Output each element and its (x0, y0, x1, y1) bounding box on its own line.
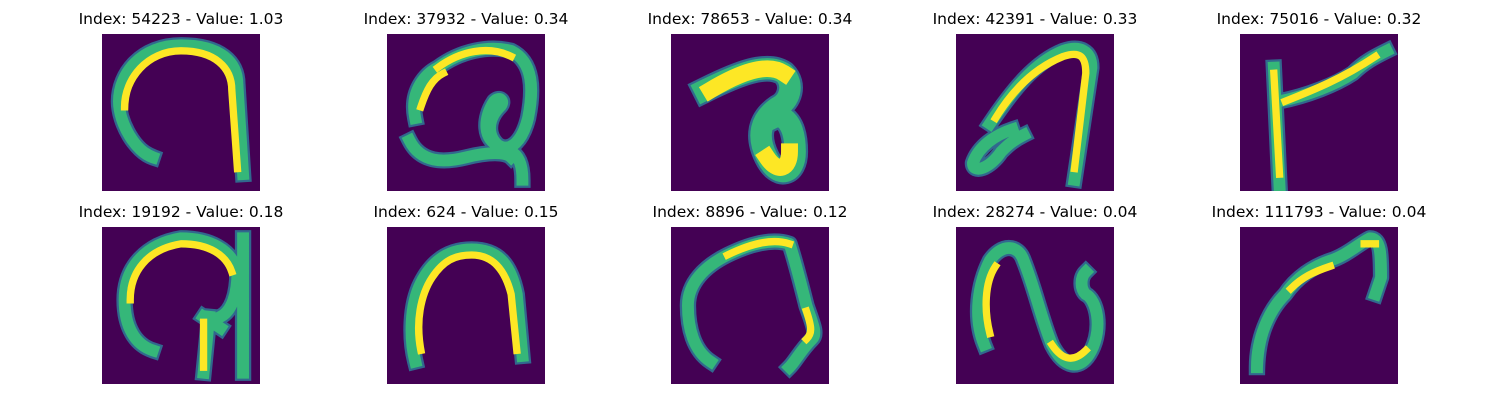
digit-image-8 (671, 227, 829, 384)
digit-image-10 (1240, 227, 1398, 384)
panel-title-3: Index: 78653 - Value: 0.34 (647, 10, 853, 28)
digit-panel-3: Index: 78653 - Value: 0.34 (608, 8, 892, 198)
panel-title-7: Index: 624 - Value: 0.15 (373, 203, 559, 221)
panel-title-4: Index: 42391 - Value: 0.33 (932, 10, 1138, 28)
panel-title-8: Index: 8896 - Value: 0.12 (652, 203, 848, 221)
digit-panel-8: Index: 8896 - Value: 0.12 (608, 201, 892, 391)
digit-image-5 (1240, 34, 1398, 191)
panel-title-9: Index: 28274 - Value: 0.04 (932, 203, 1138, 221)
digit-image-2 (387, 34, 545, 191)
digit-panel-4: Index: 42391 - Value: 0.33 (893, 8, 1177, 198)
digit-panel-5: Index: 75016 - Value: 0.32 (1177, 8, 1461, 198)
digit-image-3 (671, 34, 829, 191)
digit-image-1 (102, 34, 260, 191)
digit-panel-10: Index: 111793 - Value: 0.04 (1177, 201, 1461, 391)
digit-image-4 (956, 34, 1114, 191)
panel-title-2: Index: 37932 - Value: 0.34 (363, 10, 569, 28)
panel-title-5: Index: 75016 - Value: 0.32 (1216, 10, 1422, 28)
digit-image-9 (956, 227, 1114, 384)
digit-panel-1: Index: 54223 - Value: 1.03 (39, 8, 323, 198)
digit-image-7 (387, 227, 545, 384)
panel-title-1: Index: 54223 - Value: 1.03 (78, 10, 284, 28)
digit-panel-7: Index: 624 - Value: 0.15 (324, 201, 608, 391)
digit-image-6 (102, 227, 260, 384)
panel-title-6: Index: 19192 - Value: 0.18 (78, 203, 284, 221)
digit-panel-6: Index: 19192 - Value: 0.18 (39, 201, 323, 391)
digit-panel-2: Index: 37932 - Value: 0.34 (324, 8, 608, 198)
digit-panel-9: Index: 28274 - Value: 0.04 (893, 201, 1177, 391)
panel-title-10: Index: 111793 - Value: 0.04 (1211, 203, 1427, 221)
